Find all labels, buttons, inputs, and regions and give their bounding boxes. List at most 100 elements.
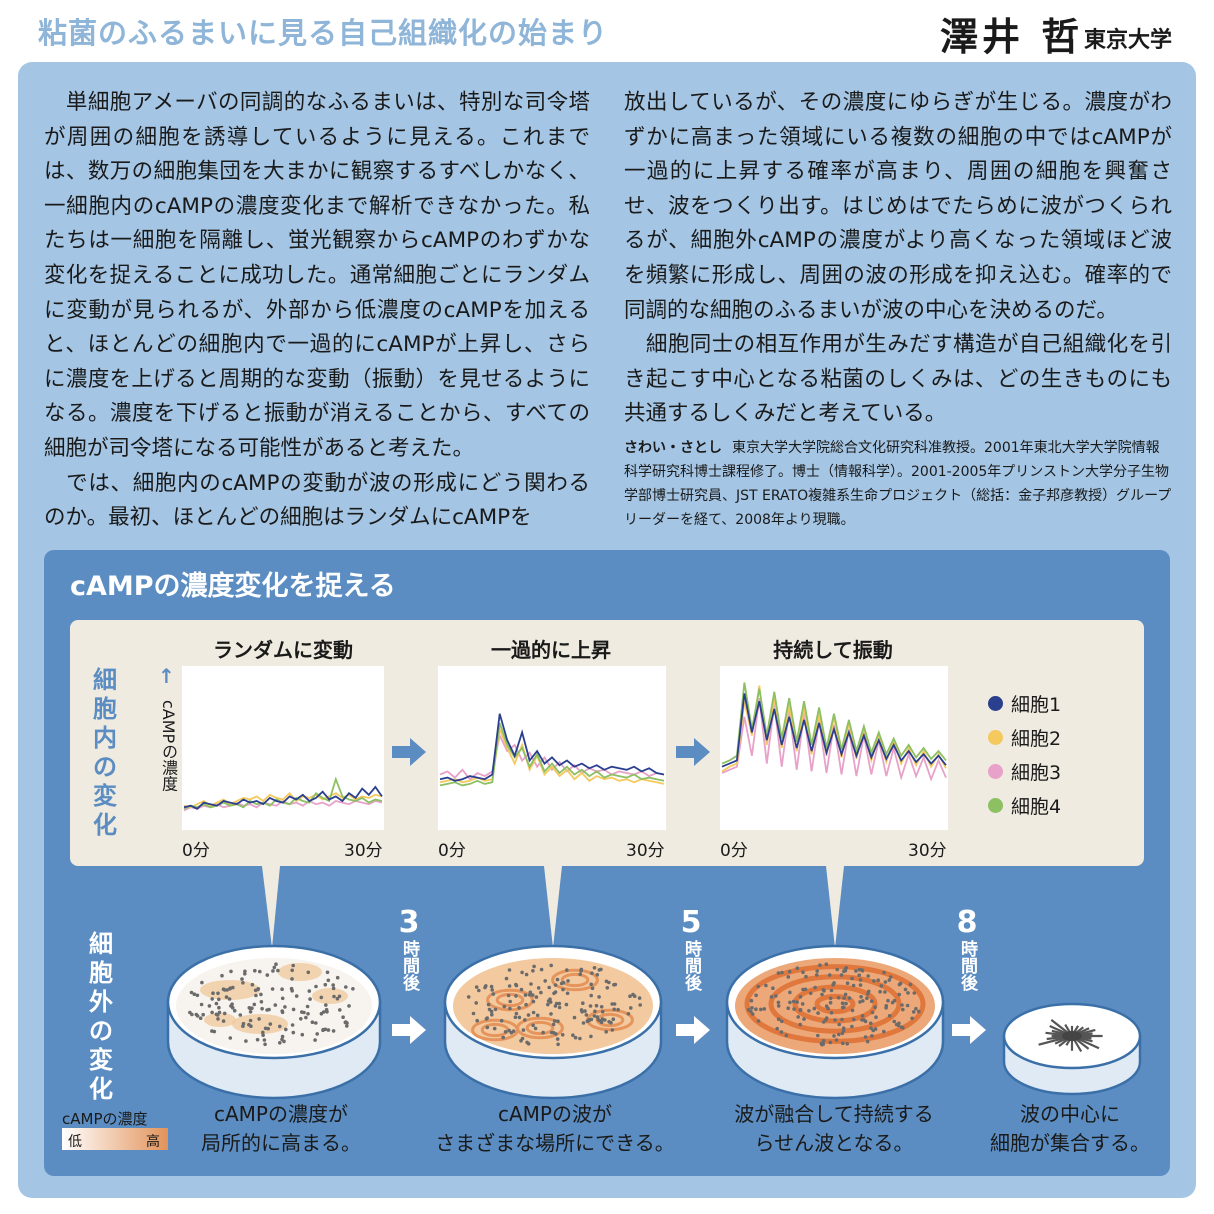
cell-dot [616, 1007, 620, 1012]
cell-dot [541, 1030, 545, 1035]
cell-dot [493, 1007, 498, 1012]
cell-dot [584, 1013, 589, 1017]
cell-dot [335, 975, 340, 980]
cell-dot [283, 1005, 287, 1009]
author-bio: さわい・さとし 東京大学大学院総合文化研究科准教授。2001年東北大学大学院情報科… [624, 436, 1172, 532]
time-unit: 時間後 [957, 940, 977, 991]
cell-dot [217, 1010, 222, 1015]
concentration-scale-bar [62, 1128, 168, 1150]
cell-dot [837, 1032, 841, 1037]
cell-dot [914, 1006, 918, 1011]
cell-dot [820, 1042, 824, 1047]
cell-dot [345, 1024, 349, 1028]
cell-dot [854, 969, 858, 973]
cell-dot [523, 1018, 527, 1022]
cell-dot [321, 1027, 326, 1032]
cell-dot [800, 1002, 805, 1006]
caption-stage-2: cAMPの波が さまざまな場所にできる。 [435, 1102, 675, 1155]
legend-swatch-cell2 [988, 729, 1003, 745]
caption-stage-3: 波が融合して持続する らせん波となる。 [734, 1102, 934, 1155]
series-line-細胞3 [439, 732, 665, 781]
cell-dot [874, 1015, 878, 1019]
cell-dot [816, 1011, 820, 1015]
cell-dot [882, 1029, 886, 1034]
cell-dot [850, 1024, 854, 1029]
spiral-wave [814, 993, 856, 1015]
cell-dot [323, 982, 328, 987]
legend-swatch-cell1 [988, 695, 1003, 711]
cell-dot [857, 973, 861, 977]
cell-dot [776, 1000, 781, 1005]
cell-dot [534, 995, 539, 999]
cell-dot [746, 1007, 751, 1012]
cell-dot [503, 1030, 508, 1034]
paragraph: 放出しているが、その濃度にゆらぎが生じる。濃度がわずかに高まった領域にいる複数の… [624, 90, 1172, 323]
cell-dot [543, 979, 547, 983]
cell-dot [863, 1035, 868, 1039]
cell-dot [847, 996, 852, 1000]
cell-dot [501, 1035, 506, 1040]
concentration-scale-title: cAMPの濃度 [62, 1110, 148, 1128]
cell-dot [228, 987, 232, 991]
cell-dot [572, 1015, 577, 1020]
cell-dot [347, 1004, 351, 1008]
cell-dot [536, 986, 541, 990]
cell-dot [776, 1004, 781, 1008]
cell-dot [779, 1030, 784, 1034]
cell-dot [531, 1010, 536, 1015]
cell-dot [338, 1008, 342, 1012]
cell-dot [829, 988, 834, 993]
cell-dot [600, 1009, 605, 1014]
cell-dot [241, 981, 245, 985]
cell-dot [253, 988, 258, 993]
cell-dot [513, 1015, 518, 1019]
cell-dot [227, 997, 232, 1001]
cell-dot [829, 1011, 834, 1015]
cell-dot [331, 986, 336, 991]
cell-dot [539, 967, 544, 972]
cell-dot [860, 1018, 864, 1022]
cell-dot [776, 971, 781, 975]
aggregation-center [1062, 1031, 1082, 1041]
cell-dot [870, 1010, 875, 1015]
cell-dot [821, 1039, 826, 1043]
cell-dot [583, 1009, 587, 1013]
cell-dot [290, 1023, 295, 1027]
cell-dot [528, 990, 533, 995]
cell-dot [489, 984, 494, 989]
cell-dot [764, 983, 768, 988]
cell-dot [254, 993, 258, 998]
cell-dot [521, 1028, 526, 1032]
cell-dot [195, 1014, 200, 1018]
cell-dot [865, 996, 869, 1000]
camp-patch [232, 1014, 288, 1034]
cell-dot [228, 1036, 233, 1040]
cell-dot [523, 993, 528, 997]
cell-dot [524, 1002, 528, 1007]
cell-dot [265, 973, 270, 977]
cell-dot [565, 968, 569, 972]
series-line-細胞2 [183, 791, 383, 809]
paragraph: 単細胞アメーバの同調的なふるまいは、特別な司令塔が周囲の細胞を誘導しているように… [44, 90, 590, 461]
cell-dot [776, 1017, 781, 1021]
cell-dot [195, 993, 200, 998]
cell-dot [879, 984, 884, 988]
cell-dot [552, 1019, 557, 1023]
cell-dot [244, 1039, 248, 1043]
cell-dot [241, 1024, 245, 1028]
cell-dot [573, 1035, 578, 1040]
cell-dot [599, 1005, 604, 1009]
cell-dot [217, 1005, 221, 1010]
cell-dot [299, 1017, 303, 1021]
cell-dot [754, 993, 758, 998]
cell-dot [198, 1016, 203, 1020]
cell-dot [474, 1001, 479, 1005]
cell-dot [908, 982, 913, 987]
cell-dot [553, 990, 558, 994]
cell-dot [845, 981, 850, 985]
cell-dot [258, 969, 262, 974]
cell-dot [900, 1003, 904, 1007]
cell-dot [787, 969, 792, 974]
cell-dot [294, 994, 299, 998]
